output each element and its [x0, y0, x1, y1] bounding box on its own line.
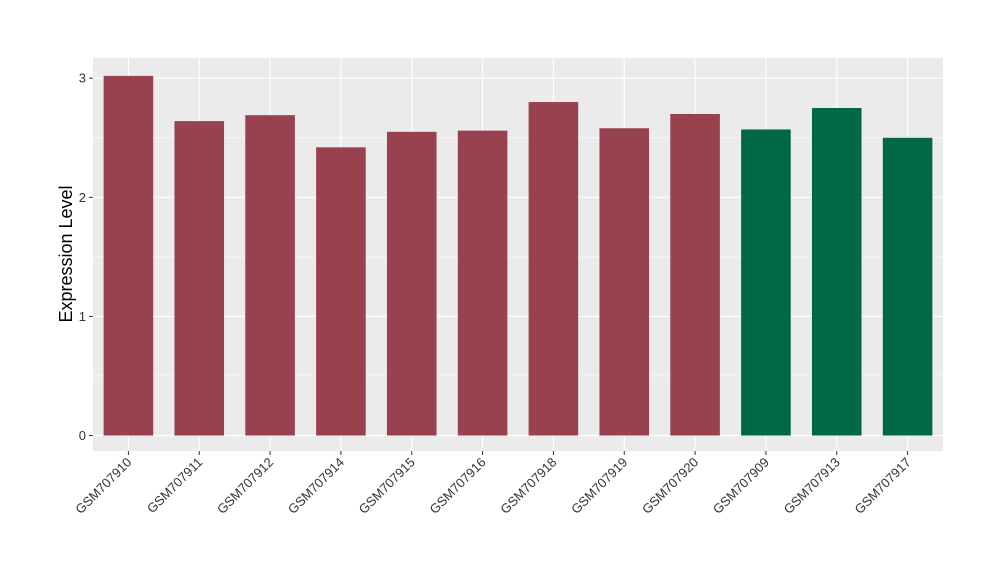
x-tick-label: GSM707913	[781, 455, 843, 517]
bar	[457, 130, 508, 436]
bars	[103, 75, 933, 436]
x-tick-label: GSM707911	[144, 455, 206, 517]
x-tick-label: GSM707912	[214, 455, 276, 517]
bar	[599, 128, 650, 436]
bar	[528, 102, 579, 436]
bar	[386, 131, 437, 436]
minor-gridlines	[93, 137, 943, 377]
y-tick-label: 1	[79, 309, 86, 324]
x-tick-label: GSM707918	[497, 455, 559, 517]
x-tick-label: GSM707919	[568, 455, 630, 517]
plot-panel	[93, 58, 943, 451]
bar	[174, 121, 225, 436]
y-tick-label: 0	[79, 428, 86, 443]
y-axis: 0 1 2 3	[79, 71, 93, 443]
bar	[103, 75, 154, 436]
y-tick-label: 2	[79, 190, 86, 205]
x-tick-label: GSM707915	[356, 455, 418, 517]
x-tick-label: GSM707916	[426, 455, 488, 517]
x-tick-label: GSM707909	[710, 455, 772, 517]
bar	[811, 108, 862, 436]
y-axis-title: Expression Level	[56, 185, 76, 322]
x-tick-label: GSM707910	[72, 455, 134, 517]
x-axis: GSM707910 GSM707911 GSM707912 GSM707914 GSM7…	[72, 451, 914, 517]
bar	[741, 129, 791, 436]
y-tick-label: 3	[79, 71, 86, 86]
x-tick-label: GSM707917	[851, 455, 913, 517]
bar	[882, 137, 933, 436]
x-tick-label: GSM707920	[639, 455, 701, 517]
bar	[245, 115, 295, 436]
bar	[670, 113, 720, 436]
bar	[316, 147, 366, 436]
x-tick-label: GSM707914	[285, 455, 347, 517]
